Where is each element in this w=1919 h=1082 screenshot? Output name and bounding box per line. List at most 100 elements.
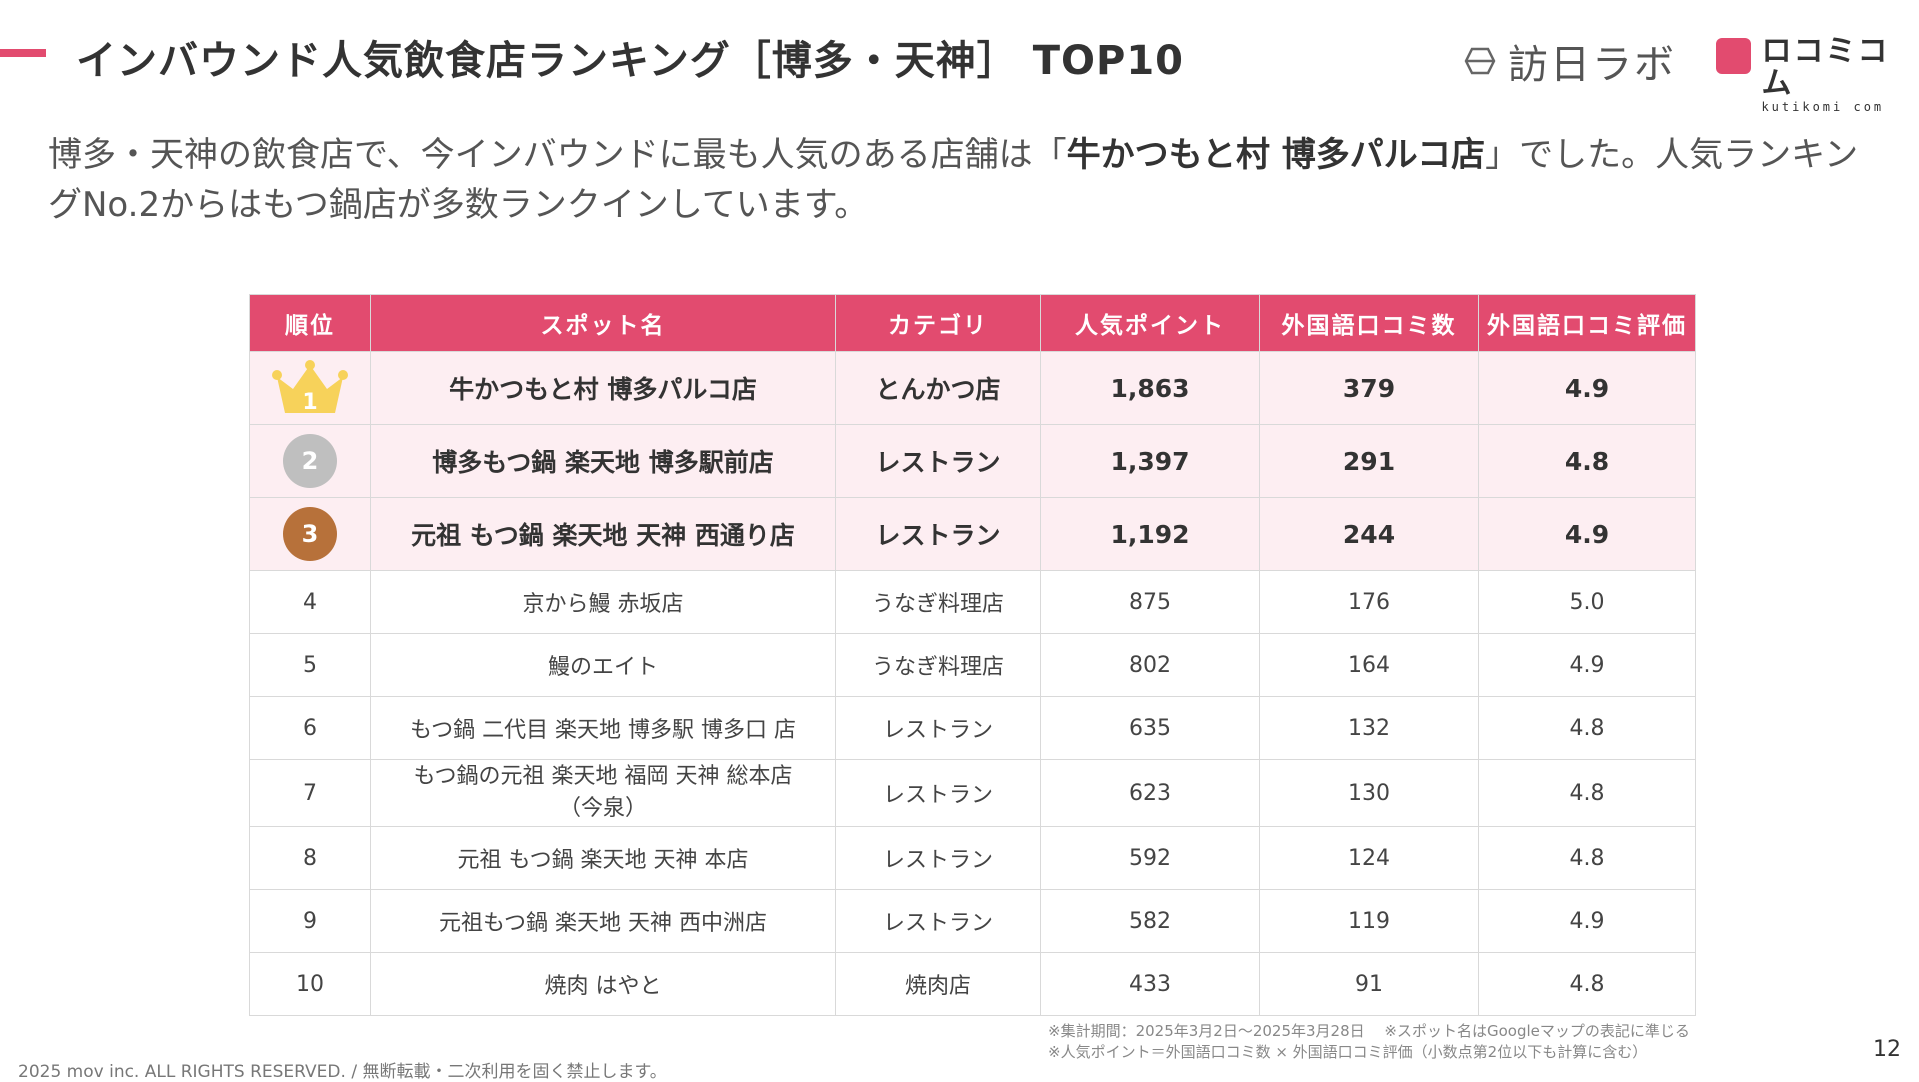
rank-1-label: 1 bbox=[302, 390, 317, 415]
table-row: 10 焼肉 はやと 焼肉店 433 91 4.8 bbox=[249, 952, 1696, 1016]
category-cell: レストラン bbox=[835, 826, 1041, 890]
points-cell: 1,863 bbox=[1040, 351, 1260, 425]
logo1-text: 訪日ラボ bbox=[1508, 42, 1676, 88]
ranking-table: 順位 スポット名 カテゴリ 人気ポイント 外国語口コミ数 外国語口コミ評価 1 bbox=[249, 294, 1696, 1016]
header-points: 人気ポイント bbox=[1040, 294, 1260, 352]
rating-cell: 4.8 bbox=[1478, 696, 1696, 760]
table-row: 3 元祖 もつ鍋 楽天地 天神 西通り店 レストラン 1,192 244 4.9 bbox=[249, 497, 1696, 571]
rank-cell: 6 bbox=[249, 696, 371, 760]
reviews-cell: 91 bbox=[1259, 952, 1479, 1016]
reviews-cell: 164 bbox=[1259, 633, 1479, 697]
bronze-medal-icon: 3 bbox=[283, 507, 337, 561]
category-cell: レストラン bbox=[835, 889, 1041, 953]
intro-after: 」でした。人気ランキングNo.2からはもつ鍋店が多数ランクインしています。 bbox=[48, 135, 1859, 225]
title-accent-bar bbox=[0, 49, 46, 57]
category-cell: レストラン bbox=[835, 497, 1041, 571]
header-review-rating: 外国語口コミ評価 bbox=[1478, 294, 1696, 352]
category-cell: レストラン bbox=[835, 759, 1041, 827]
kutikomi-com-logo: ロコミコム kutikomi com bbox=[1716, 36, 1919, 114]
rating-cell: 4.8 bbox=[1478, 952, 1696, 1016]
houniti-labo-logo-icon bbox=[1464, 47, 1496, 75]
reviews-cell: 244 bbox=[1259, 497, 1479, 571]
page-title: インバウンド人気飲食店ランキング［博多・天神］ TOP10 bbox=[76, 38, 1184, 84]
rating-cell: 5.0 bbox=[1478, 570, 1696, 634]
reviews-cell: 379 bbox=[1259, 351, 1479, 425]
spot-name-cell: 元祖 もつ鍋 楽天地 天神 本店 bbox=[370, 826, 836, 890]
intro-highlight: 牛かつもと村 博多パルコ店 bbox=[1066, 135, 1486, 175]
spot-name-cell: 焼肉 はやと bbox=[370, 952, 836, 1016]
reviews-cell: 176 bbox=[1259, 570, 1479, 634]
points-cell: 433 bbox=[1040, 952, 1260, 1016]
points-cell: 635 bbox=[1040, 696, 1260, 760]
points-cell: 623 bbox=[1040, 759, 1260, 827]
points-cell: 1,397 bbox=[1040, 424, 1260, 498]
rank-cell: 4 bbox=[249, 570, 371, 634]
silver-medal-icon: 2 bbox=[283, 434, 337, 488]
spot-name-cell: 鰻のエイト bbox=[370, 633, 836, 697]
category-cell: うなぎ料理店 bbox=[835, 633, 1041, 697]
footnote-period: ※集計期間：2025年3月2日〜2025年3月28日 ※スポット名はGoogle… bbox=[1048, 1022, 1690, 1040]
rank-cell: 5 bbox=[249, 633, 371, 697]
spot-name-cell: 牛かつもと村 博多パルコ店 bbox=[370, 351, 836, 425]
rank-cell: 7 bbox=[249, 759, 371, 827]
rating-cell: 4.9 bbox=[1478, 889, 1696, 953]
rating-cell: 4.9 bbox=[1478, 497, 1696, 571]
header-category: カテゴリ bbox=[835, 294, 1041, 352]
header-rank: 順位 bbox=[249, 294, 371, 352]
logo2-subtext: kutikomi com bbox=[1761, 100, 1885, 114]
spot-name-cell: もつ鍋の元祖 楽天地 福岡 天神 総本店 （今泉） bbox=[370, 759, 836, 827]
rank-cell: 3 bbox=[249, 497, 371, 571]
rating-cell: 4.8 bbox=[1478, 424, 1696, 498]
points-cell: 582 bbox=[1040, 889, 1260, 953]
page-number: 12 bbox=[1873, 1037, 1901, 1062]
spot-name-line2: （今泉） bbox=[558, 796, 647, 821]
table-row: 2 博多もつ鍋 楽天地 博多駅前店 レストラン 1,397 291 4.8 bbox=[249, 424, 1696, 498]
category-cell: レストラン bbox=[835, 424, 1041, 498]
logo2-text: ロコミコム bbox=[1761, 34, 1890, 101]
table-row: 5 鰻のエイト うなぎ料理店 802 164 4.9 bbox=[249, 633, 1696, 697]
header-spot-name: スポット名 bbox=[370, 294, 836, 352]
spot-name-line1: もつ鍋の元祖 楽天地 福岡 天神 総本店 bbox=[413, 764, 793, 789]
spot-name-cell: 元祖もつ鍋 楽天地 天神 西中洲店 bbox=[370, 889, 836, 953]
spot-name-cell: 元祖 もつ鍋 楽天地 天神 西通り店 bbox=[370, 497, 836, 571]
rating-cell: 4.8 bbox=[1478, 759, 1696, 827]
table-header-row: 順位 スポット名 カテゴリ 人気ポイント 外国語口コミ数 外国語口コミ評価 bbox=[249, 294, 1696, 352]
spot-name-cell: 京から鰻 赤坂店 bbox=[370, 570, 836, 634]
category-cell: レストラン bbox=[835, 696, 1041, 760]
reviews-cell: 124 bbox=[1259, 826, 1479, 890]
rating-cell: 4.8 bbox=[1478, 826, 1696, 890]
rank-cell: 1 bbox=[249, 351, 371, 425]
points-cell: 1,192 bbox=[1040, 497, 1260, 571]
table-row: 8 元祖 もつ鍋 楽天地 天神 本店 レストラン 592 124 4.8 bbox=[249, 826, 1696, 890]
copyright-text: 2025 mov inc. ALL RIGHTS RESERVED. / 無断転… bbox=[18, 1062, 667, 1082]
intro-paragraph: 博多・天神の飲食店で、今インバウンドに最も人気のある店舗は「牛かつもと村 博多パ… bbox=[48, 130, 1878, 230]
rank-cell: 10 bbox=[249, 952, 371, 1016]
reviews-cell: 130 bbox=[1259, 759, 1479, 827]
rank-cell: 9 bbox=[249, 889, 371, 953]
reviews-cell: 119 bbox=[1259, 889, 1479, 953]
footnotes: ※集計期間：2025年3月2日〜2025年3月28日 ※スポット名はGoogle… bbox=[1048, 1021, 1690, 1063]
table-row: 9 元祖もつ鍋 楽天地 天神 西中洲店 レストラン 582 119 4.9 bbox=[249, 889, 1696, 953]
rank-cell: 2 bbox=[249, 424, 371, 498]
reviews-cell: 132 bbox=[1259, 696, 1479, 760]
spot-name-cell: 博多もつ鍋 楽天地 博多駅前店 bbox=[370, 424, 836, 498]
points-cell: 875 bbox=[1040, 570, 1260, 634]
gold-crown-icon: 1 bbox=[271, 359, 349, 417]
category-cell: 焼肉店 bbox=[835, 952, 1041, 1016]
spot-name-cell: もつ鍋 二代目 楽天地 博多駅 博多口 店 bbox=[370, 696, 836, 760]
points-cell: 802 bbox=[1040, 633, 1260, 697]
houniti-labo-logo: 訪日ラボ bbox=[1460, 32, 1676, 90]
table-row: 1 牛かつもと村 博多パルコ店 とんかつ店 1,863 379 4.9 bbox=[249, 351, 1696, 425]
reviews-cell: 291 bbox=[1259, 424, 1479, 498]
category-cell: うなぎ料理店 bbox=[835, 570, 1041, 634]
header-review-count: 外国語口コミ数 bbox=[1259, 294, 1479, 352]
table-row: 4 京から鰻 赤坂店 うなぎ料理店 875 176 5.0 bbox=[249, 570, 1696, 634]
category-cell: とんかつ店 bbox=[835, 351, 1041, 425]
rating-cell: 4.9 bbox=[1478, 351, 1696, 425]
points-cell: 592 bbox=[1040, 826, 1260, 890]
table-row: 6 もつ鍋 二代目 楽天地 博多駅 博多口 店 レストラン 635 132 4.… bbox=[249, 696, 1696, 760]
table-row: 7 もつ鍋の元祖 楽天地 福岡 天神 総本店 （今泉） レストラン 623 13… bbox=[249, 759, 1696, 827]
intro-before: 博多・天神の飲食店で、今インバウンドに最も人気のある店舗は「 bbox=[48, 135, 1067, 175]
rank-cell: 8 bbox=[249, 826, 371, 890]
kutikomi-logo-mark-icon bbox=[1716, 38, 1752, 74]
